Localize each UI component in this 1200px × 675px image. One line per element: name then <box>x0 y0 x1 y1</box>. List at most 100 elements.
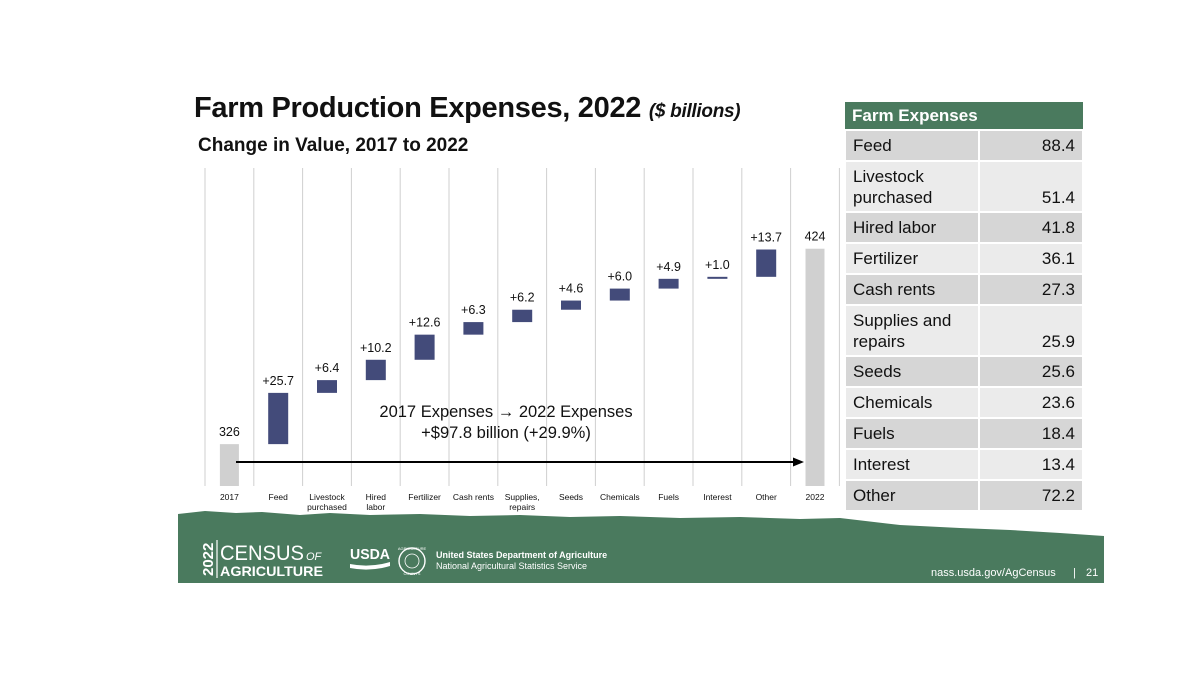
table-cell-label: Fertilizer <box>844 242 980 275</box>
slide-title-unit: ($ billions) <box>648 101 741 122</box>
table-cell-value: 18.4 <box>977 417 1085 450</box>
logo-census: CENSUS <box>220 542 304 565</box>
table-cell-label: Supplies and repairs <box>844 304 980 357</box>
usda-logo-swoosh <box>350 562 390 570</box>
slide-title: Farm Production Expenses, 2022 ($ billio… <box>194 92 741 125</box>
table-row: Supplies and repairs 25.9 <box>844 304 1085 357</box>
seal-text-bottom: COUNTS <box>404 571 421 576</box>
table-cell-value: 51.4 <box>977 160 1085 213</box>
category-tick-label: Hired <box>366 492 387 502</box>
footer-page-number: 21 <box>1086 567 1098 579</box>
table-cell-value: 72.2 <box>977 479 1085 512</box>
usda-logo-text: USDA <box>350 546 390 563</box>
increase-bar <box>512 309 533 323</box>
table-cell-value: 27.3 <box>977 273 1085 306</box>
farm-expenses-table: Farm Expenses Feed 88.4 Livestock purchase… <box>844 102 1085 512</box>
table-row: Other 72.2 <box>844 479 1085 512</box>
table-cell-value: 25.9 <box>977 304 1085 357</box>
increase-bar <box>658 278 679 289</box>
category-tick-label: Fertilizer <box>408 492 441 502</box>
table-cell-label: Hired labor <box>844 211 980 244</box>
total-bar <box>219 444 239 486</box>
slide-title-text: Farm Production Expenses, 2022 <box>194 92 642 124</box>
table-cell-label: Other <box>844 479 980 512</box>
waterfall-chart: 326 +25.7 +6.4 +10.2 +12.6 +6.3 +6.2 +4.6 +6.0 +4… <box>204 168 840 512</box>
category-tick-label: Seeds <box>559 492 583 502</box>
footer-background <box>178 511 1104 583</box>
logo-of: OF <box>306 551 323 563</box>
table-cell-value: 88.4 <box>977 129 1085 162</box>
bar-value-label: +4.6 <box>559 282 584 296</box>
increase-bar <box>561 300 581 310</box>
increase-bar <box>609 288 630 301</box>
bar-value-label: +13.7 <box>750 231 782 245</box>
table-cell-label: Feed <box>844 129 980 162</box>
category-tick-label: Feed <box>269 492 289 502</box>
table-row: Seeds 25.6 <box>844 355 1085 388</box>
agriculture-counts-seal: AGRICULTURE COUNTS <box>398 546 427 576</box>
bar-value-label: +12.6 <box>409 316 441 330</box>
table-cell-label: Seeds <box>844 355 980 388</box>
table-header-row: Farm Expenses <box>845 102 1083 131</box>
table-cell-label: Interest <box>844 448 980 481</box>
table-row: Fertilizer 36.1 <box>844 242 1085 275</box>
bar-value-label: +4.9 <box>656 260 681 274</box>
bar-value-label: +6.4 <box>315 361 340 375</box>
bar-value-label: +6.3 <box>461 303 486 317</box>
category-tick-label: labor <box>366 502 385 512</box>
category-tick-label: Livestock <box>309 492 345 502</box>
table-cell-label: Fuels <box>844 417 980 450</box>
usda-logo: USDA <box>350 546 390 570</box>
category-tick-label: 2017 <box>220 492 239 502</box>
table-cell-label: Livestock purchased <box>844 160 980 213</box>
table-row: Chemicals 23.6 <box>844 386 1085 419</box>
table-row: Feed 88.4 <box>844 129 1085 162</box>
table-cell-value: 13.4 <box>977 448 1085 481</box>
bar-value-label: +6.0 <box>607 270 632 284</box>
annotation-line-1: 2017 Expenses → 2022 Expenses <box>379 403 632 421</box>
table-row: Livestock purchased 51.4 <box>844 160 1085 213</box>
footer-department: United States Department of Agriculture <box>436 550 607 560</box>
bar-value-label: +6.2 <box>510 291 535 305</box>
category-tick-label: repairs <box>509 502 535 512</box>
table-cell-value: 41.8 <box>977 211 1085 244</box>
table-row: Interest 13.4 <box>844 448 1085 481</box>
table-cell-value: 23.6 <box>977 386 1085 419</box>
table-row: Fuels 18.4 <box>844 417 1085 450</box>
table-row: Hired labor 41.8 <box>844 211 1085 244</box>
table-row: Cash rents 27.3 <box>844 273 1085 306</box>
table-cell-value: 36.1 <box>977 242 1085 275</box>
footer-banner: 2022 CENSUS OF AGRICULTURE USDA AGRICULT… <box>178 511 1104 583</box>
logo-agriculture: AGRICULTURE <box>220 563 323 579</box>
footer-url-link[interactable]: nass.usda.gov/AgCensus <box>931 567 1056 579</box>
category-tick-label: Interest <box>703 492 732 502</box>
footer-service: National Agricultural Statistics Service <box>436 561 587 571</box>
table-cell-label: Chemicals <box>844 386 980 419</box>
table-body: Feed 88.4 Livestock purchased 51.4 Hired lab… <box>844 129 1085 512</box>
increase-bar <box>707 276 728 279</box>
category-tick-label: 2022 <box>806 492 825 502</box>
total-bar <box>805 248 825 486</box>
table-header: Farm Expenses <box>845 102 1083 131</box>
bar-value-label: 424 <box>805 230 826 244</box>
bar-value-label: +25.7 <box>262 374 294 388</box>
increase-bar <box>268 392 289 445</box>
logo-year: 2022 <box>200 543 217 576</box>
increase-bar <box>365 359 386 381</box>
table-cell-value: 25.6 <box>977 355 1085 388</box>
increase-bar <box>414 334 435 360</box>
change-arrow-head <box>793 457 804 467</box>
table-cell-label: Cash rents <box>844 273 980 306</box>
bar-value-label: +1.0 <box>705 258 730 272</box>
increase-bar <box>317 380 337 393</box>
seal-text-top: AGRICULTURE <box>398 546 427 551</box>
category-tick-label: Supplies, <box>505 492 540 502</box>
footer-separator: | <box>1073 567 1076 579</box>
annotation-line-2: +$97.8 billion (+29.9%) <box>421 424 591 442</box>
bar-value-label: 326 <box>219 425 240 439</box>
slide-subtitle: Change in Value, 2017 to 2022 <box>198 135 469 156</box>
census-logo: 2022 CENSUS OF AGRICULTURE <box>200 540 323 579</box>
bar-value-label: +10.2 <box>360 341 392 355</box>
increase-bar <box>756 249 777 277</box>
category-tick-label: purchased <box>307 502 347 512</box>
